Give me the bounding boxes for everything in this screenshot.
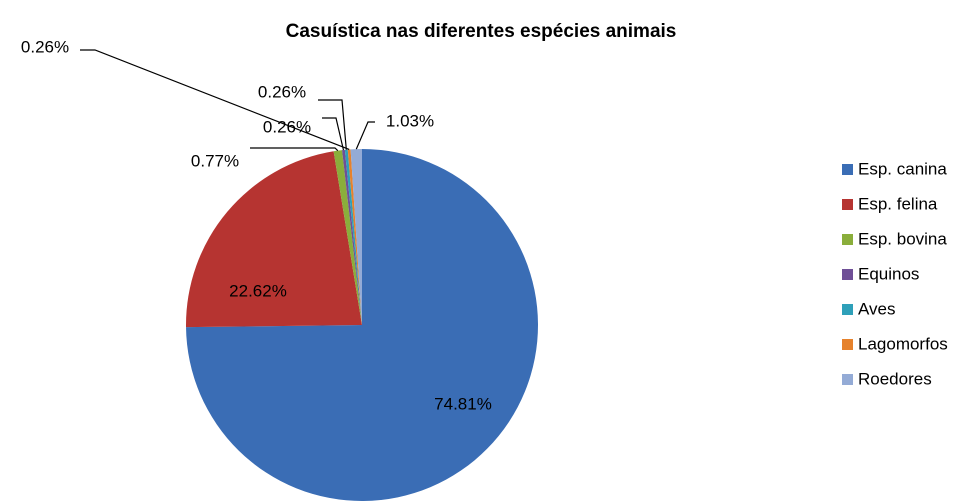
- legend-label: Esp. bovina: [858, 229, 947, 248]
- legend-label: Aves: [858, 299, 896, 318]
- leader-line: [322, 117, 345, 151]
- legend-swatch: [842, 234, 853, 245]
- pie-slice: [347, 149, 362, 325]
- leader-line: [250, 147, 339, 152]
- legend-swatch: [842, 304, 853, 315]
- pie-slice: [186, 151, 362, 328]
- pie-slice: [333, 150, 362, 325]
- pie-slice: [186, 149, 538, 501]
- data-label: 0.26%: [258, 82, 306, 101]
- data-label: 0.26%: [21, 37, 69, 56]
- legend-swatch: [842, 339, 853, 350]
- data-label: 0.26%: [263, 117, 311, 136]
- chart-title: Casuística nas diferentes espécies anima…: [286, 21, 677, 42]
- data-label: 0.77%: [191, 151, 239, 170]
- legend-label: Esp. canina: [858, 159, 947, 178]
- legend-swatch: [842, 269, 853, 280]
- legend-swatch: [842, 164, 853, 175]
- pie-slice: [342, 149, 362, 325]
- leader-line: [355, 121, 375, 150]
- legend-label: Roedores: [858, 369, 932, 388]
- pie-slice: [344, 149, 362, 325]
- pie-slice: [350, 149, 362, 325]
- legend-label: Lagomorfos: [858, 334, 948, 353]
- legend-label: Esp. felina: [858, 194, 938, 213]
- leader-line: [318, 99, 347, 150]
- leader-line: [80, 49, 350, 151]
- data-label: 74.81%: [434, 394, 492, 413]
- legend-swatch: [842, 199, 853, 210]
- data-label: 22.62%: [229, 281, 287, 300]
- legend-swatch: [842, 374, 853, 385]
- legend-label: Equinos: [858, 264, 919, 283]
- data-label: 1.03%: [386, 111, 434, 130]
